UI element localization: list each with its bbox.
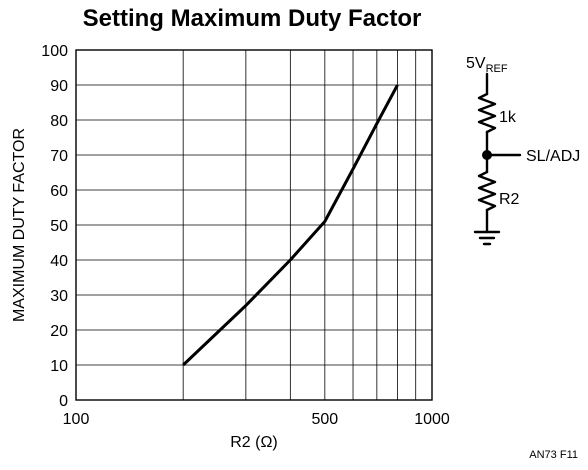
y-tick-label-10: 10 (50, 358, 68, 375)
x-axis-label: R2 (Ω) (230, 434, 278, 451)
y-tick-label-40: 40 (50, 253, 68, 270)
x-tick-label-500: 500 (311, 411, 338, 428)
y-tick-label-30: 30 (50, 288, 68, 305)
y-tick-label-50: 50 (50, 218, 68, 235)
series-line-0 (182, 84, 399, 367)
y-tick-label-100: 100 (41, 43, 68, 60)
junction-dot-icon (482, 150, 492, 160)
plot-frame (75, 49, 433, 401)
x-tick-label-1000: 1000 (414, 411, 450, 428)
x-tick-label-100: 100 (63, 411, 90, 428)
resistor-r2-icon (477, 170, 497, 212)
y-axis-label: MAXIMUM DUTY FACTOR (11, 128, 28, 322)
y-tick-label-60: 60 (50, 183, 68, 200)
y-tick-label-80: 80 (50, 113, 68, 130)
supply-subscript: REF (486, 63, 508, 75)
grid (76, 50, 432, 400)
y-tick-label-20: 20 (50, 323, 68, 340)
y-tick-labels: 0 10 20 30 40 50 60 70 80 90 100 (41, 43, 68, 410)
r2-label: R2 (499, 191, 520, 208)
supply-label: 5VREF (466, 55, 508, 75)
resistor-r1-icon (477, 92, 497, 134)
chart-title: Setting Maximum Duty Factor (83, 5, 422, 32)
figure-code: AN73 F11 (529, 449, 578, 461)
series-group (182, 84, 399, 367)
y-tick-label-0: 0 (59, 393, 68, 410)
schematic (473, 72, 522, 246)
r1-label: 1k (499, 109, 517, 126)
supply-voltage: 5V (466, 55, 486, 72)
y-tick-label-70: 70 (50, 148, 68, 165)
node-label: SL/ADJ (526, 148, 580, 165)
x-tick-labels: 100 500 1000 (63, 411, 450, 428)
y-tick-label-90: 90 (50, 78, 68, 95)
